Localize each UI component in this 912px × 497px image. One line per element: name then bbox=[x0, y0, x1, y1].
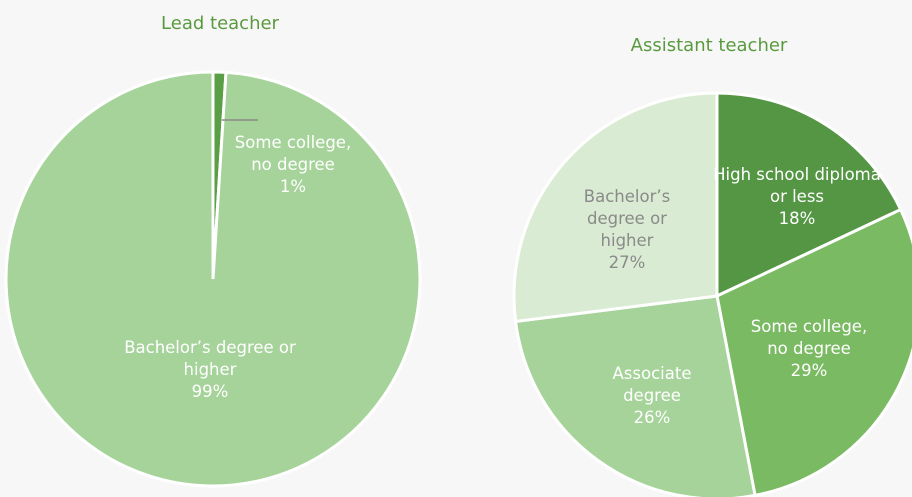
category-label: High school diploma or less bbox=[713, 165, 881, 206]
category-label: Bachelor’s degree or higher bbox=[583, 187, 671, 250]
value-label: 1% bbox=[279, 177, 307, 196]
value-label: 18% bbox=[778, 209, 816, 228]
pie-slice bbox=[513, 294, 757, 497]
value-label: 29% bbox=[790, 361, 828, 380]
category-label: Some college, no degree bbox=[750, 317, 868, 358]
pie-slice bbox=[512, 91, 719, 324]
label-box: Some college, no degree 1% bbox=[233, 115, 353, 215]
category-label: Associate degree bbox=[612, 364, 692, 405]
slice-label: High school diploma or less 18% bbox=[712, 147, 882, 247]
category-label: Some college, no degree bbox=[234, 133, 352, 174]
pie-slice bbox=[715, 91, 903, 299]
label-box: Some college, no degree 29% bbox=[739, 299, 879, 399]
label-box: Bachelor’s degree or higher 27% bbox=[577, 180, 677, 280]
slice-label: Some college, no degree 29% bbox=[739, 299, 879, 399]
chart-title: Lead teacher bbox=[161, 13, 280, 34]
pie-slice bbox=[715, 207, 912, 497]
label-box: Bachelor’s degree or higher 99% bbox=[105, 320, 315, 420]
chart-title: Assistant teacher bbox=[631, 35, 788, 56]
slice-label: Some college, no degree 1% bbox=[233, 115, 353, 215]
slice-label: Bachelor’s degree or higher 99% bbox=[105, 320, 315, 420]
value-label: 99% bbox=[191, 382, 229, 401]
label-box: High school diploma or less 18% bbox=[712, 147, 882, 247]
label-box: Associate degree 26% bbox=[597, 346, 707, 446]
value-label: 27% bbox=[608, 253, 646, 272]
pie-slice bbox=[4, 70, 422, 488]
category-label: Bachelor’s degree or higher bbox=[124, 338, 296, 379]
value-label: 26% bbox=[633, 408, 671, 427]
slice-label: Associate degree 26% bbox=[597, 346, 707, 446]
slice-label: Bachelor’s degree or higher 27% bbox=[577, 180, 677, 280]
